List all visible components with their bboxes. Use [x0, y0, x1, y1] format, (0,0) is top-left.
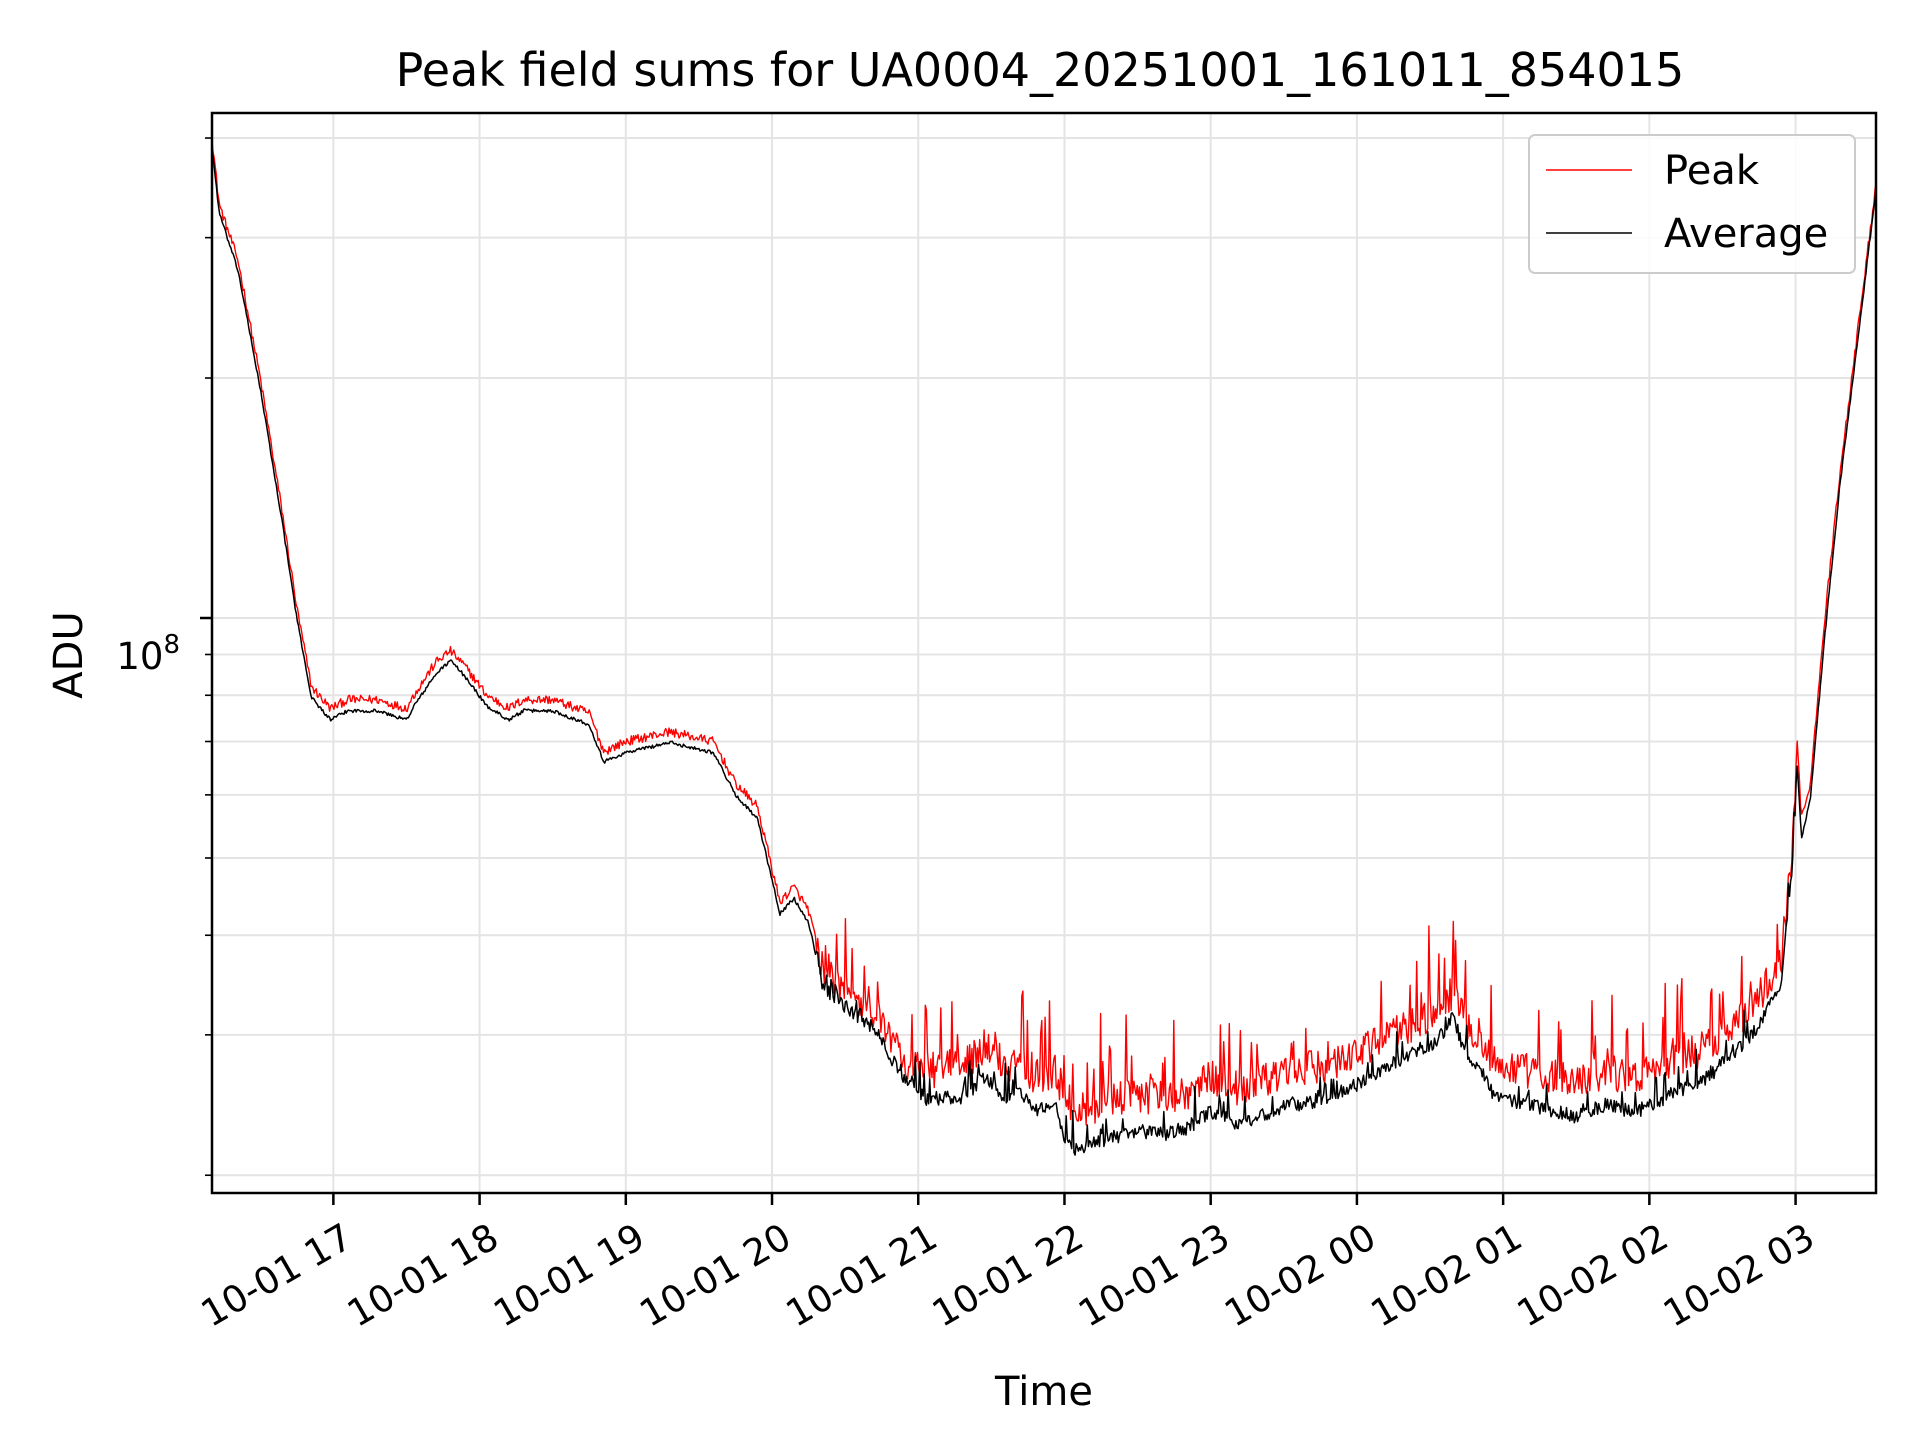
- y-tick-label-1e8: 108: [116, 630, 180, 678]
- legend: Peak Average: [1528, 134, 1856, 274]
- plot-frame: [210, 111, 1878, 1195]
- series-average-line: [212, 147, 1876, 1156]
- y-axis-label: ADU: [46, 611, 92, 698]
- legend-peak-label: Peak: [1664, 148, 1760, 194]
- y-tick-base: 10: [116, 635, 163, 678]
- series-peak-line: [212, 142, 1876, 1126]
- x-axis-label: Time: [994, 1369, 1093, 1415]
- legend-average-label: Average: [1664, 211, 1828, 257]
- chart-title: Peak field sums for UA0004_20251001_1610…: [396, 43, 1685, 97]
- plot-area: [212, 142, 1876, 1156]
- y-tick-exponent: 8: [163, 630, 180, 660]
- grid-lines: [212, 113, 1876, 1193]
